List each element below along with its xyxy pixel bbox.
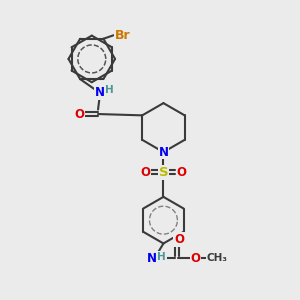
- Text: CH₃: CH₃: [206, 254, 227, 263]
- Text: O: O: [74, 107, 84, 121]
- Text: O: O: [174, 233, 184, 246]
- Text: S: S: [159, 166, 168, 179]
- Text: O: O: [191, 252, 201, 265]
- Text: N: N: [158, 146, 168, 159]
- Text: H: H: [157, 252, 166, 262]
- Text: N: N: [147, 252, 157, 265]
- Text: N: N: [94, 86, 104, 99]
- Text: H: H: [105, 85, 113, 95]
- Text: O: O: [177, 166, 187, 179]
- Text: O: O: [140, 166, 150, 179]
- Text: Br: Br: [115, 29, 130, 42]
